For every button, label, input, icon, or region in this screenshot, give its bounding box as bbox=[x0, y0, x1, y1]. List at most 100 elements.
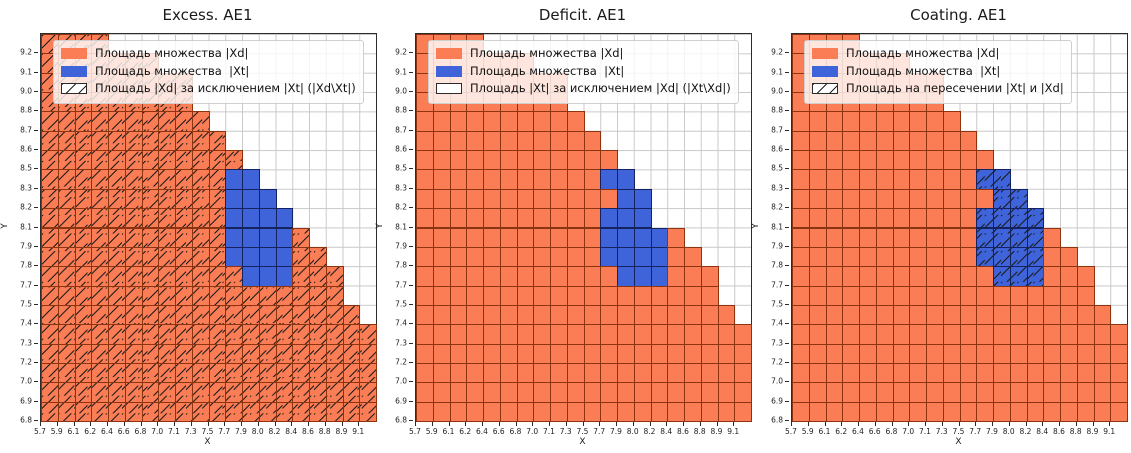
grid-cell-filled bbox=[633, 304, 652, 326]
grid-cell-filled bbox=[808, 208, 827, 229]
grid-cell-filled bbox=[74, 130, 93, 152]
grid-cell-target bbox=[650, 246, 669, 268]
grid-cell-filled bbox=[909, 188, 927, 210]
grid-cell-filled bbox=[325, 285, 344, 306]
grid-cell-filled bbox=[275, 285, 294, 306]
grid-cell-filled bbox=[141, 324, 160, 345]
x-tick-mark bbox=[582, 422, 584, 426]
grid-cell-filled bbox=[141, 111, 160, 132]
grid-cell-filled bbox=[432, 382, 451, 403]
grid-cell-filled bbox=[309, 304, 327, 326]
grid-cell-filled bbox=[359, 401, 377, 422]
grid-cell-filled bbox=[875, 130, 894, 152]
x-tick-label: 6.1 bbox=[818, 427, 831, 436]
grid-cell-filled bbox=[842, 227, 860, 248]
x-tick-mark bbox=[716, 422, 718, 426]
y-tick-label: 6.9 bbox=[771, 396, 783, 406]
grid-cell-filled bbox=[550, 208, 568, 229]
grid-cell-filled bbox=[225, 266, 243, 287]
grid-cell-filled bbox=[533, 343, 551, 364]
grid-cell-filled bbox=[942, 111, 961, 132]
grid-cell-filled bbox=[225, 304, 243, 326]
grid-cell-filled bbox=[499, 188, 518, 210]
grid-cell-filled bbox=[242, 362, 260, 384]
grid-cell-filled bbox=[717, 382, 736, 403]
grid-cell-filled bbox=[124, 188, 143, 210]
grid-cell-filled bbox=[808, 304, 827, 326]
grid-cell-filled bbox=[74, 188, 93, 210]
x-tick-mark bbox=[616, 422, 617, 426]
grid-cell-filled bbox=[792, 227, 810, 248]
grid-cell-filled bbox=[1076, 343, 1095, 364]
grid-cell-filled bbox=[108, 188, 126, 210]
grid-cell-filled bbox=[516, 188, 535, 210]
legend-label: Площадь множества |Xd| bbox=[470, 46, 624, 60]
grid-cell-filled bbox=[1009, 343, 1028, 364]
y-tick-mark bbox=[34, 361, 38, 363]
grid-cell-filled bbox=[892, 266, 911, 287]
grid-cell-filled bbox=[550, 285, 568, 306]
grid-cell-filled bbox=[242, 324, 260, 345]
grid-cell-filled bbox=[566, 362, 585, 384]
grid-cell-filled bbox=[191, 401, 210, 422]
grid-cell-filled bbox=[175, 401, 193, 422]
grid-cell-filled bbox=[633, 401, 652, 422]
grid-cell-filled bbox=[859, 246, 877, 268]
x-tick-label: 8.4 bbox=[285, 427, 298, 436]
x-tick-label: 5.7 bbox=[34, 427, 46, 436]
y-tick-label: 7.2 bbox=[395, 357, 407, 367]
grid-cell-filled bbox=[993, 401, 1011, 422]
grid-cell-filled bbox=[566, 169, 585, 190]
grid-cell-filled bbox=[158, 150, 176, 171]
grid-cell-filled bbox=[1093, 401, 1112, 422]
grid-cell-filled bbox=[57, 246, 76, 268]
y-tick-label: 8.3 bbox=[20, 183, 32, 193]
grid-cell-filled bbox=[499, 130, 518, 152]
grid-cell-filled bbox=[1076, 304, 1095, 326]
grid-cell-filled bbox=[175, 324, 193, 345]
y-tick-label: 7.3 bbox=[395, 338, 407, 348]
x-tick-mark bbox=[308, 422, 309, 426]
x-tick-label: 6.8 bbox=[885, 427, 898, 436]
x-tick-mark bbox=[358, 422, 360, 426]
grid-cell-target bbox=[976, 169, 994, 190]
grid-cell-filled bbox=[483, 208, 501, 229]
grid-cell-filled bbox=[225, 343, 243, 364]
grid-cell-filled bbox=[74, 227, 93, 248]
grid-cell-filled bbox=[158, 304, 176, 326]
y-tick-label: 9.2 bbox=[395, 47, 407, 57]
grid-cell-filled bbox=[57, 324, 76, 345]
grid-cell-filled bbox=[1110, 362, 1128, 384]
x-tick-mark bbox=[683, 422, 684, 426]
grid-cell-filled bbox=[792, 130, 810, 152]
grid-cell-filled bbox=[1060, 401, 1078, 422]
legend-item: Площадь |Xd| за исключением |Xt| (|Xd\Xt… bbox=[61, 80, 356, 98]
grid-cell-filled bbox=[583, 208, 602, 229]
grid-cell-filled bbox=[124, 324, 143, 345]
grid-cell-filled bbox=[667, 401, 685, 422]
grid-cell-filled bbox=[892, 188, 911, 210]
grid-cell-filled bbox=[842, 188, 860, 210]
y-tick-label: 7.2 bbox=[771, 357, 783, 367]
y-tick-mark bbox=[785, 187, 789, 189]
grid-cell-filled bbox=[617, 304, 635, 326]
grid-cell-filled bbox=[792, 169, 810, 190]
y-tick-label: 7.8 bbox=[20, 260, 32, 270]
grid-cell-filled bbox=[483, 266, 501, 287]
grid-cell-filled bbox=[533, 111, 551, 132]
grid-cell-filled bbox=[700, 401, 719, 422]
grid-cell-filled bbox=[416, 343, 434, 364]
grid-cell-filled bbox=[808, 227, 827, 248]
grid-cell-filled bbox=[792, 304, 810, 326]
x-tick-mark bbox=[140, 422, 142, 426]
grid-cell-target bbox=[258, 208, 277, 229]
grid-cell-filled bbox=[483, 188, 501, 210]
grid-cell-filled bbox=[158, 227, 176, 248]
grid-cell-filled bbox=[566, 150, 585, 171]
y-tick-mark bbox=[409, 245, 413, 247]
grid-cell-target bbox=[242, 208, 260, 229]
grid-cell-filled bbox=[325, 382, 344, 403]
grid-cell-filled bbox=[859, 285, 877, 306]
grid-cell-target bbox=[1009, 227, 1028, 248]
grid-cell-filled bbox=[499, 208, 518, 229]
